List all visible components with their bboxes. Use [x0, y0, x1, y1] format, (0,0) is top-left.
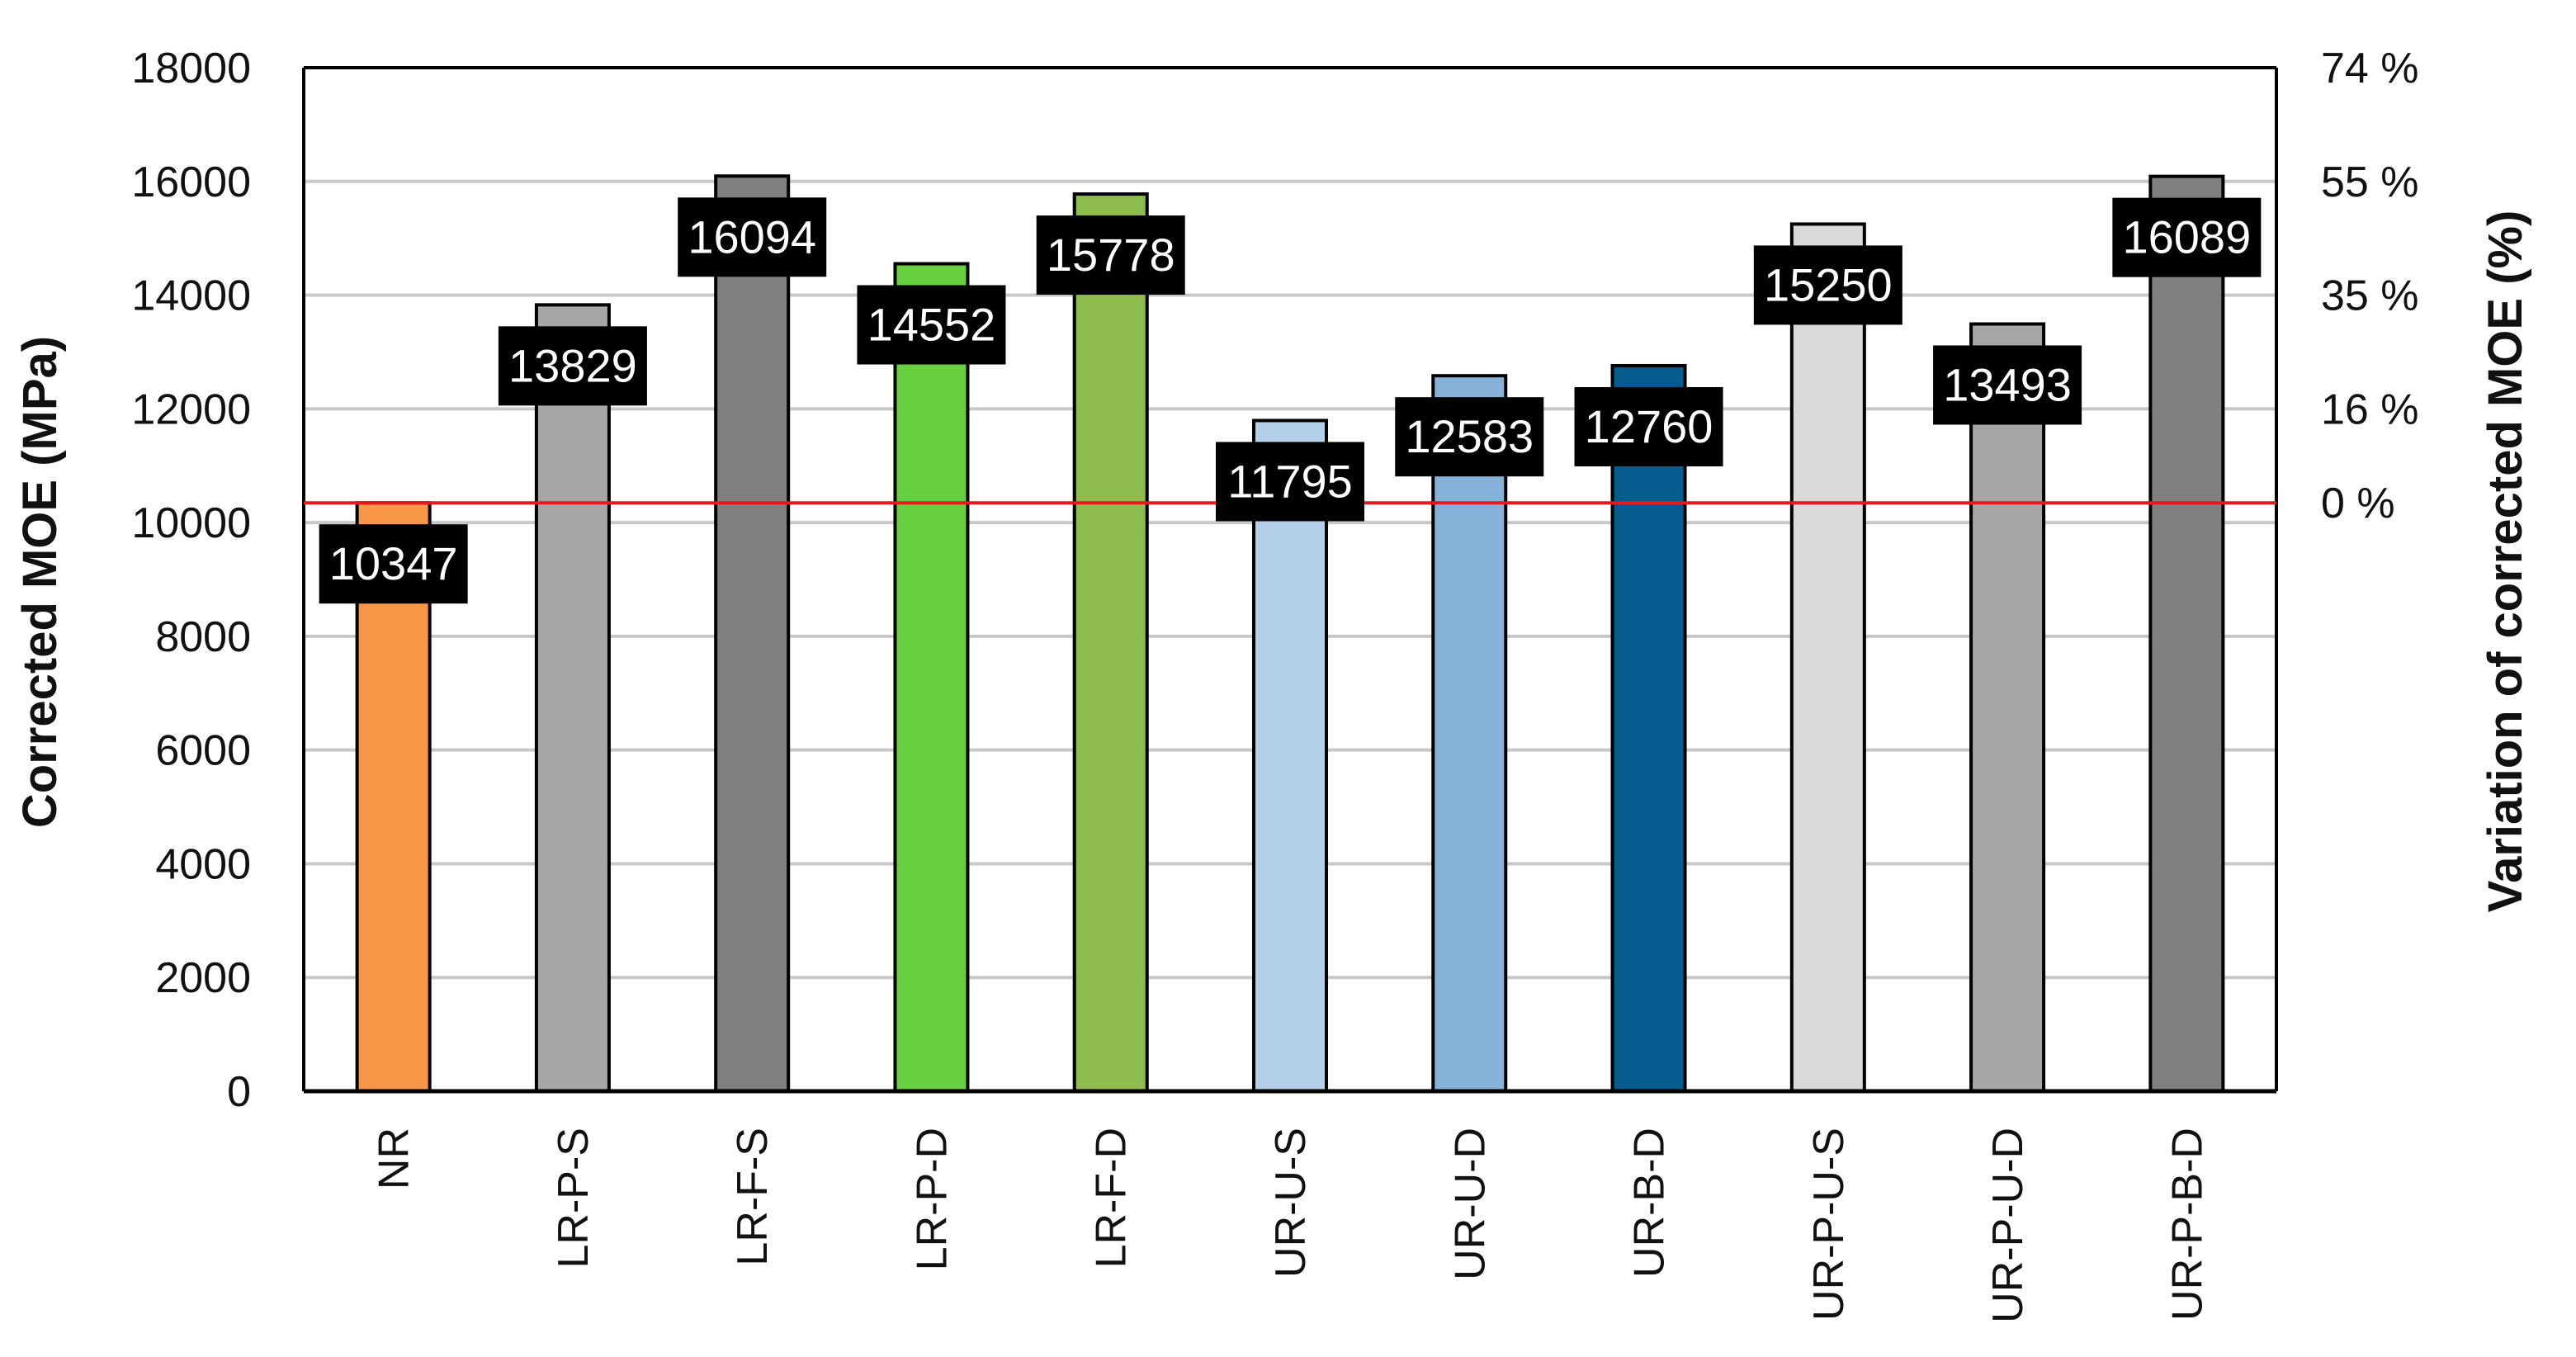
x-tick-label: LR-F-D — [1088, 1128, 1136, 1268]
x-tick-label: UR-P-B-D — [2163, 1128, 2211, 1321]
y-tick-label: 8000 — [155, 613, 251, 661]
x-tick-label: UR-P-U-S — [1805, 1128, 1853, 1321]
data-label-box — [1216, 442, 1364, 522]
bar — [1072, 192, 1149, 1093]
data-label-box — [1395, 397, 1544, 477]
bar — [1789, 222, 1866, 1093]
y-tick-label: 16000 — [131, 158, 251, 206]
data-label-box — [1574, 386, 1723, 466]
bars — [355, 174, 2225, 1094]
data-label-box — [1933, 345, 2082, 425]
data-label: 15778 — [1047, 229, 1175, 281]
data-label: 16094 — [688, 210, 816, 262]
data-label-box — [319, 524, 468, 604]
axis-text: Corrected MOE (MPa) Variation of correct… — [13, 45, 2532, 1323]
data-label: 13829 — [508, 339, 637, 391]
y2-tick-label: 0 % — [2321, 480, 2395, 527]
x-tick-label: UR-B-D — [1626, 1128, 1674, 1278]
x-tick-label: NR — [371, 1128, 418, 1189]
y-axis-title: Corrected MOE (MPa) — [13, 336, 67, 828]
x-tick-label: LR-P-D — [908, 1128, 956, 1270]
data-label: 10347 — [329, 537, 458, 589]
y2-tick-label: 74 % — [2321, 45, 2419, 92]
data-label: 14552 — [867, 299, 996, 351]
y2-tick-label: 16 % — [2321, 385, 2419, 433]
x-tick-label: UR-U-D — [1446, 1128, 1494, 1280]
x-tick-label: LR-F-S — [729, 1128, 777, 1266]
bar — [893, 262, 970, 1094]
bar — [714, 174, 791, 1093]
y2-axis-title: Variation of corrected MOE (%) — [2479, 210, 2532, 913]
data-labels: 10347 13829 16094 14552 15778 11795 12583 12760… — [319, 197, 2262, 604]
data-label-box — [498, 326, 647, 406]
bar — [1969, 322, 2046, 1093]
y-tick-label: 0 — [227, 1068, 251, 1116]
data-label-box — [857, 285, 1006, 365]
y2-tick-label: 35 % — [2321, 272, 2419, 320]
y-tick-label: 18000 — [131, 45, 251, 92]
x-tick-label: LR-P-S — [550, 1128, 598, 1268]
data-label: 16089 — [2122, 211, 2251, 263]
x-tick-label: UR-P-U-D — [1984, 1128, 2032, 1323]
data-label: 15250 — [1764, 258, 1893, 310]
bar — [2148, 174, 2225, 1094]
y2-tick-label: 55 % — [2321, 158, 2419, 206]
data-label: 11795 — [1227, 455, 1353, 507]
bar — [1610, 363, 1687, 1093]
y-tick-label: 14000 — [131, 272, 251, 320]
y-tick-label: 6000 — [155, 727, 251, 775]
data-label: 12760 — [1585, 400, 1713, 452]
data-label-box — [2112, 197, 2262, 277]
data-label-box — [678, 197, 827, 277]
bar — [534, 303, 611, 1093]
x-tick-label: UR-U-S — [1267, 1128, 1315, 1278]
bar — [1431, 374, 1508, 1094]
y-tick-label: 10000 — [131, 499, 251, 547]
y-tick-label: 12000 — [131, 385, 251, 433]
data-label-box — [1753, 245, 1902, 325]
y-tick-label: 4000 — [155, 840, 251, 888]
data-label-box — [1036, 215, 1185, 296]
data-label: 12583 — [1405, 410, 1534, 462]
axes — [302, 66, 2278, 1094]
y-tick-label: 2000 — [155, 954, 251, 1002]
data-label: 13493 — [1943, 358, 2072, 410]
